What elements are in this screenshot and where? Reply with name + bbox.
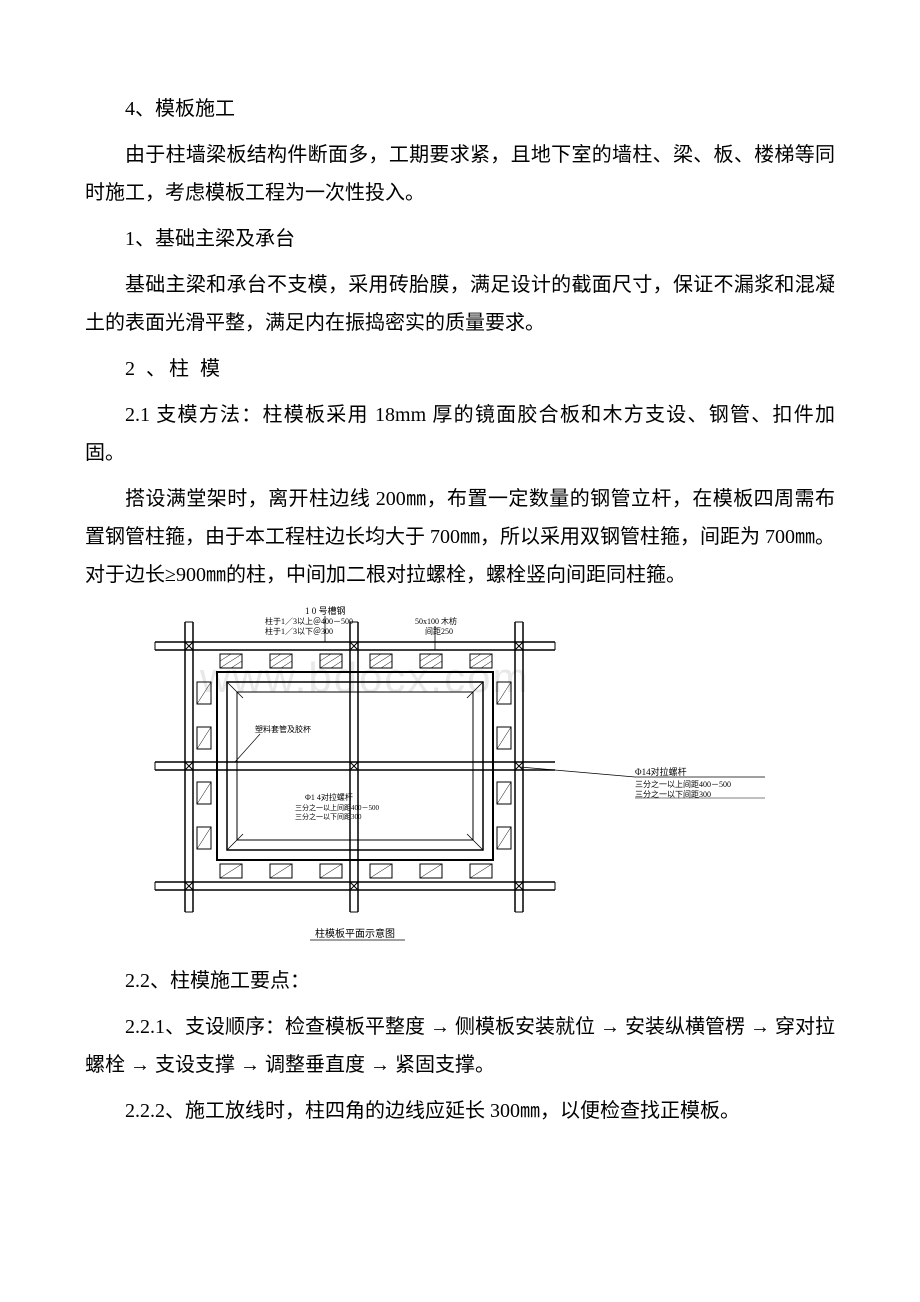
section-2-1: 2.1 支模方法：柱模板采用 18mm 厚的镜面胶合板和木方支设、钢管、扣件加固… [85,396,835,472]
column-formwork-diagram: 1 0 号槽钢 柱于1／3以上＠400－500 柱于1／3以下＠300 50x1… [125,602,785,952]
label-right3: 三分之一以下间距300 [635,789,711,799]
label-top4: 50x100 木枋 [415,616,457,626]
label-right2: 三分之一以上间距400－500 [635,779,731,789]
label-top3: 柱于1／3以下＠300 [265,626,333,636]
section-1-title: 1、基础主梁及承台 [85,220,835,258]
label-mid-inner1: Φ1 4对拉螺杆 [305,792,353,802]
label-mid-inner3: 三分之一以下间距300 [295,812,362,821]
diagram-caption: 柱模板平面示意图 [315,927,395,940]
section-4-body: 由于柱墙梁板结构件断面多，工期要求紧，且地下室的墙柱、梁、板、楼梯等同时施工，考… [85,136,835,212]
section-2-2-1: 2.2.1、支设顺序：检查模板平整度 → 侧模板安装就位 → 安装纵横管楞 → … [85,1008,835,1084]
section-2-2: 2.2、柱模施工要点： [85,962,835,1000]
label-top5: 间距250 [425,627,453,636]
section-4-title: 4、模板施工 [85,90,835,128]
label-top2: 柱于1／3以上＠400－500 [265,616,353,626]
section-2-title: 2 、柱 模 [85,350,835,388]
section-2-body2: 搭设满堂架时，离开柱边线 200㎜，布置一定数量的钢管立杆，在模板四周需布置钢管… [85,480,835,594]
section-1-body: 基础主梁和承台不支模，采用砖胎膜，满足设计的截面尺寸，保证不漏浆和混凝土的表面光… [85,266,835,342]
label-right1: Φ14对拉螺杆 [635,766,687,777]
label-top1: 1 0 号槽钢 [305,605,346,616]
label-left-mid: 塑料套管及胶杯 [255,724,311,734]
batten-group [220,654,492,668]
label-mid-inner2: 三分之一以上间距400－500 [295,803,379,812]
diagram-svg: 1 0 号槽钢 柱于1／3以上＠400－500 柱于1／3以下＠300 50x1… [125,602,785,952]
document-content: 4、模板施工 由于柱墙梁板结构件断面多，工期要求紧，且地下室的墙柱、梁、板、楼梯… [85,90,835,1130]
section-2-2-2: 2.2.2、施工放线时，柱四角的边线应延长 300㎜，以便检查找正模板。 [85,1092,835,1130]
